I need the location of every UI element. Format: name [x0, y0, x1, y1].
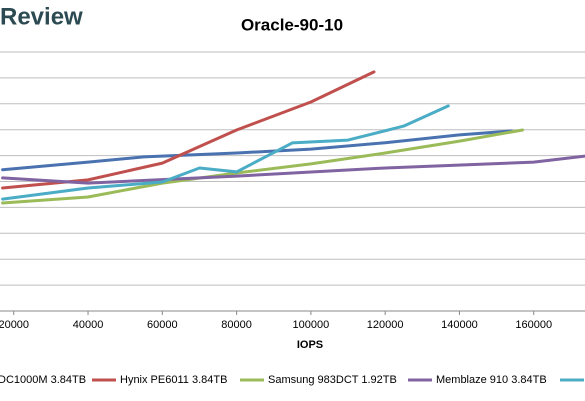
x-tick-label: 80000	[221, 319, 252, 331]
x-tick-label: 140000	[441, 319, 478, 331]
x-tick-label: 160000	[515, 319, 552, 331]
legend-label: Samsung 983DCT 1.92TB	[268, 374, 397, 386]
series-line	[1, 128, 525, 205]
legend-label: DC1000M 3.84TB	[0, 374, 86, 386]
x-tick-label: 60000	[147, 319, 178, 331]
logo-text: Review	[0, 3, 83, 30]
x-tick-label: 100000	[293, 319, 330, 331]
legend-label: Hynix PE6011 3.84TB	[120, 374, 227, 386]
series-line	[1, 129, 513, 172]
x-tick-label: 40000	[73, 319, 104, 331]
x-tick-label: 20000	[0, 319, 29, 331]
x-tick-label: 120000	[367, 319, 404, 331]
series-line	[1, 154, 585, 185]
chart-title: Oracle-90-10	[241, 15, 343, 34]
x-axis-title: IOPS	[297, 339, 323, 351]
series-line	[1, 104, 450, 201]
legend-label: Memblaze 910 3.84TB	[436, 374, 547, 386]
